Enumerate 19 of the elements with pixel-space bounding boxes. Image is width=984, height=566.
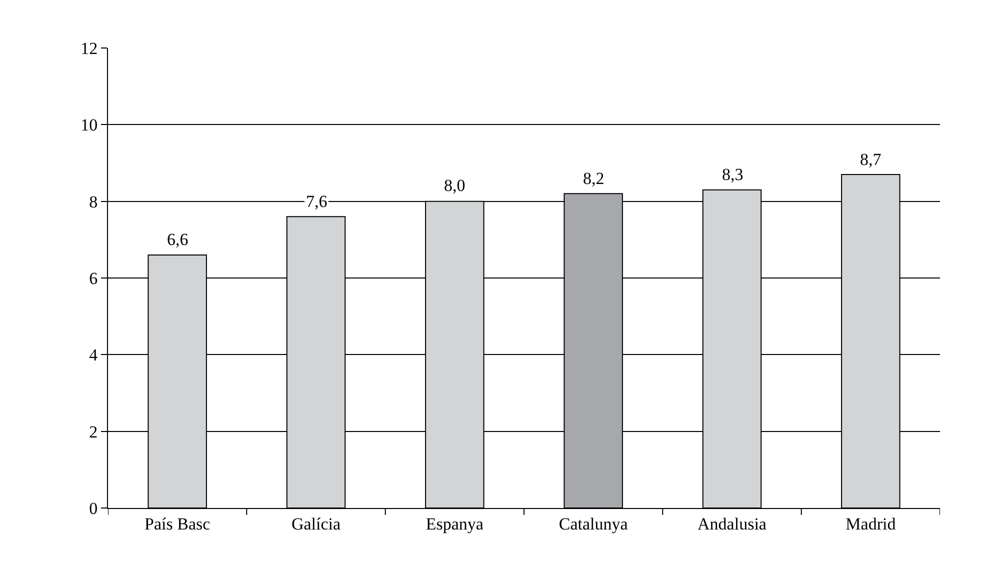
y-tick-label: 4: [89, 346, 98, 365]
y-tick-label: 2: [89, 422, 98, 442]
data-label: 8,0: [444, 176, 466, 195]
x-tick-label: Espanya: [426, 514, 484, 534]
y-tick-label: 10: [80, 116, 98, 135]
x-tick-label: Madrid: [846, 514, 896, 534]
data-label: 8,7: [860, 150, 882, 169]
x-tick-label: Andalusia: [698, 514, 767, 534]
data-label: 6,6: [167, 230, 188, 249]
data-label: 7,6: [306, 192, 328, 211]
data-label: 8,3: [722, 165, 744, 184]
x-tick-label: País Basc: [144, 514, 211, 534]
data-label: 8,2: [583, 169, 604, 188]
y-tick-label: 0: [89, 498, 98, 518]
y-tick-label: 8: [89, 192, 98, 212]
x-tick-label: Catalunya: [558, 514, 628, 534]
y-tick-label: 6: [89, 268, 98, 288]
x-tick-label: Galícia: [291, 514, 341, 534]
y-tick-label: 12: [80, 38, 98, 58]
